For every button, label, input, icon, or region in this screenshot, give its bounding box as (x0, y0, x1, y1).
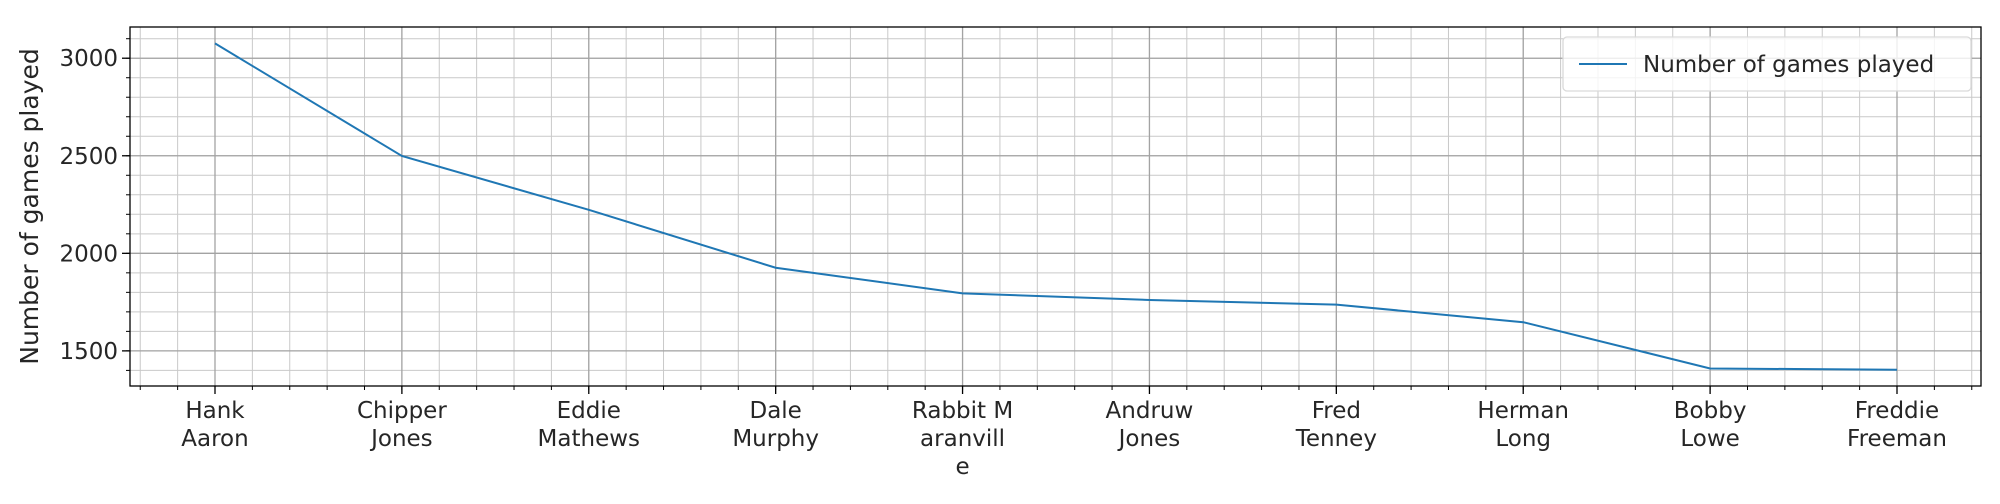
series-layer (215, 43, 1897, 369)
y-tick-label: 2000 (59, 241, 118, 267)
series-line-0 (215, 43, 1897, 369)
y-tick-label: 2500 (59, 144, 118, 170)
legend: Number of games played (1563, 37, 1971, 91)
legend-label: Number of games played (1643, 52, 1934, 78)
y-tick-label: 3000 (59, 46, 118, 72)
y-axis-label: Number of games played (15, 48, 44, 365)
y-tick-label: 1500 (59, 339, 118, 365)
